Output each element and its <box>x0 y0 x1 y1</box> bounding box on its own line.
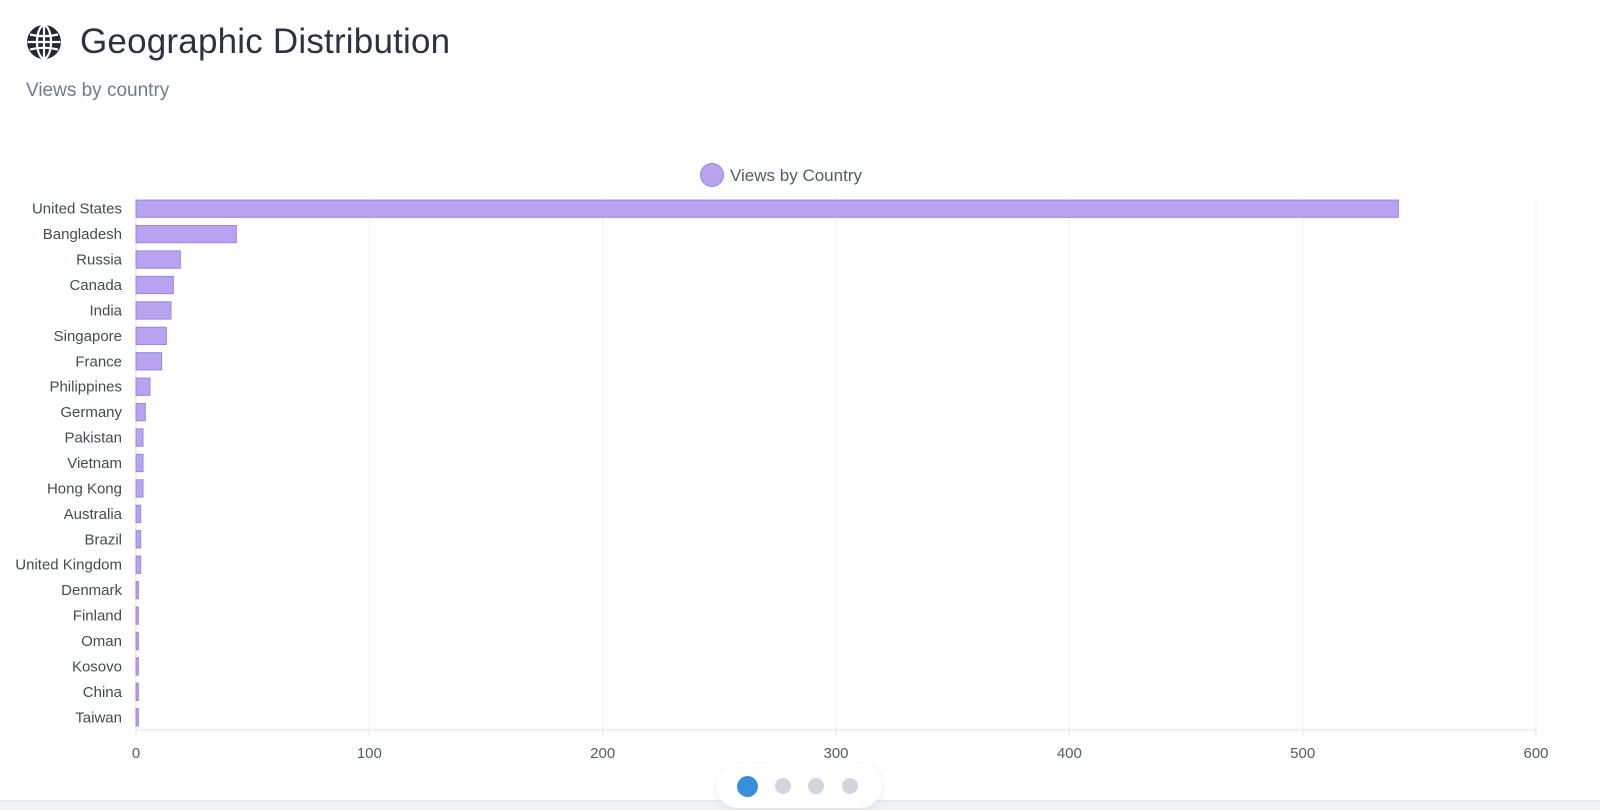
category-label: Taiwan <box>75 709 122 726</box>
bar <box>135 199 1399 218</box>
page-subtitle: Views by country <box>26 80 170 101</box>
category-label: Canada <box>69 277 122 294</box>
bar <box>135 555 142 574</box>
category-label: Kosovo <box>72 658 122 675</box>
category-label: Hong Kong <box>47 480 122 497</box>
x-tick-label: 100 <box>357 745 382 762</box>
bar <box>135 530 142 549</box>
legend-label: Views by Country <box>730 166 862 185</box>
category-label: Finland <box>73 608 122 625</box>
x-tick-label: 400 <box>1057 745 1082 762</box>
bar <box>135 606 139 625</box>
bar <box>135 301 172 320</box>
category-label: United States <box>32 201 122 218</box>
x-tick-label: 600 <box>1523 745 1548 762</box>
category-label: France <box>75 353 122 370</box>
category-label: India <box>89 302 122 319</box>
pager-dot-2[interactable] <box>775 778 791 794</box>
pager-dot-4[interactable] <box>842 778 858 794</box>
x-tick-label: 0 <box>132 745 140 762</box>
bar <box>135 352 163 371</box>
category-label: Brazil <box>84 531 122 548</box>
category-label: Pakistan <box>64 430 122 447</box>
carousel-pager <box>716 764 882 808</box>
pager-dot-3[interactable] <box>808 778 824 794</box>
bar <box>135 402 146 422</box>
globe-icon <box>26 24 62 60</box>
bar <box>135 479 144 498</box>
bar <box>135 453 144 473</box>
category-label: Germany <box>60 404 122 421</box>
bar <box>135 504 142 524</box>
category-label: Philippines <box>49 379 122 396</box>
category-label: Vietnam <box>67 455 122 472</box>
category-label: Singapore <box>54 328 122 345</box>
bar <box>135 682 139 702</box>
legend-swatch <box>700 163 724 187</box>
category-label: Bangladesh <box>43 226 122 243</box>
category-label: China <box>83 684 123 701</box>
bar <box>135 708 139 727</box>
bar <box>135 224 237 244</box>
category-label: Russia <box>76 252 123 269</box>
bar <box>135 326 167 346</box>
category-label: United Kingdom <box>15 557 122 574</box>
bar <box>135 250 181 269</box>
x-tick-label: 200 <box>590 745 615 762</box>
bar <box>135 377 151 396</box>
page-title: Geographic Distribution <box>80 22 451 61</box>
category-label: Denmark <box>61 582 122 599</box>
bar <box>135 580 139 600</box>
category-label: Australia <box>64 506 123 523</box>
x-tick-label: 300 <box>823 745 848 762</box>
bar <box>135 657 139 676</box>
bar <box>135 275 174 295</box>
bar <box>135 631 139 651</box>
category-label: Oman <box>81 633 122 650</box>
pager-dot-1[interactable] <box>737 776 758 797</box>
bar-chart: 0 100 200 300 400 500 600 United States Banglade… <box>15 163 1549 762</box>
bar <box>135 428 144 447</box>
x-tick-label: 500 <box>1290 745 1315 762</box>
header: Geographic Distribution <box>26 22 450 62</box>
